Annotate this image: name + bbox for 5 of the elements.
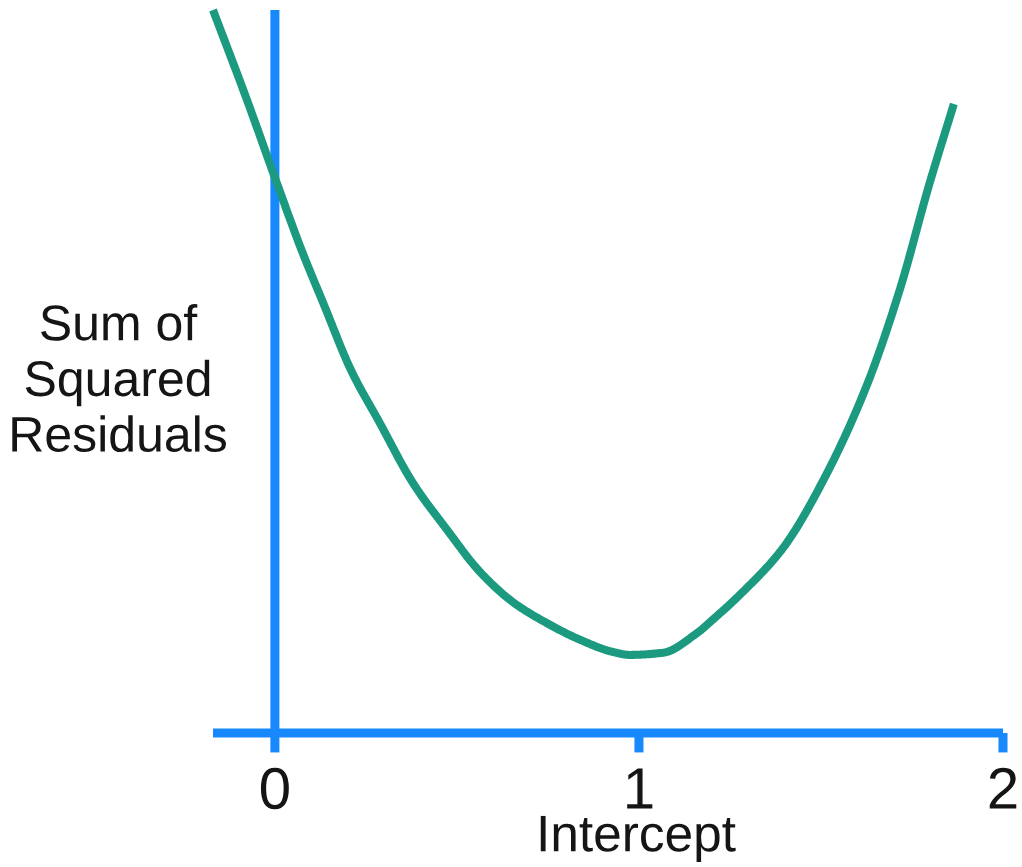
x-tick-label: 0 bbox=[260, 767, 289, 810]
x-tick-label: 1 bbox=[627, 768, 653, 809]
x-axis-title: Intercept bbox=[540, 815, 736, 862]
x-tick-label: 2 bbox=[989, 767, 1017, 809]
y-axis-title: Sum of Squared Residuals bbox=[12, 304, 226, 453]
